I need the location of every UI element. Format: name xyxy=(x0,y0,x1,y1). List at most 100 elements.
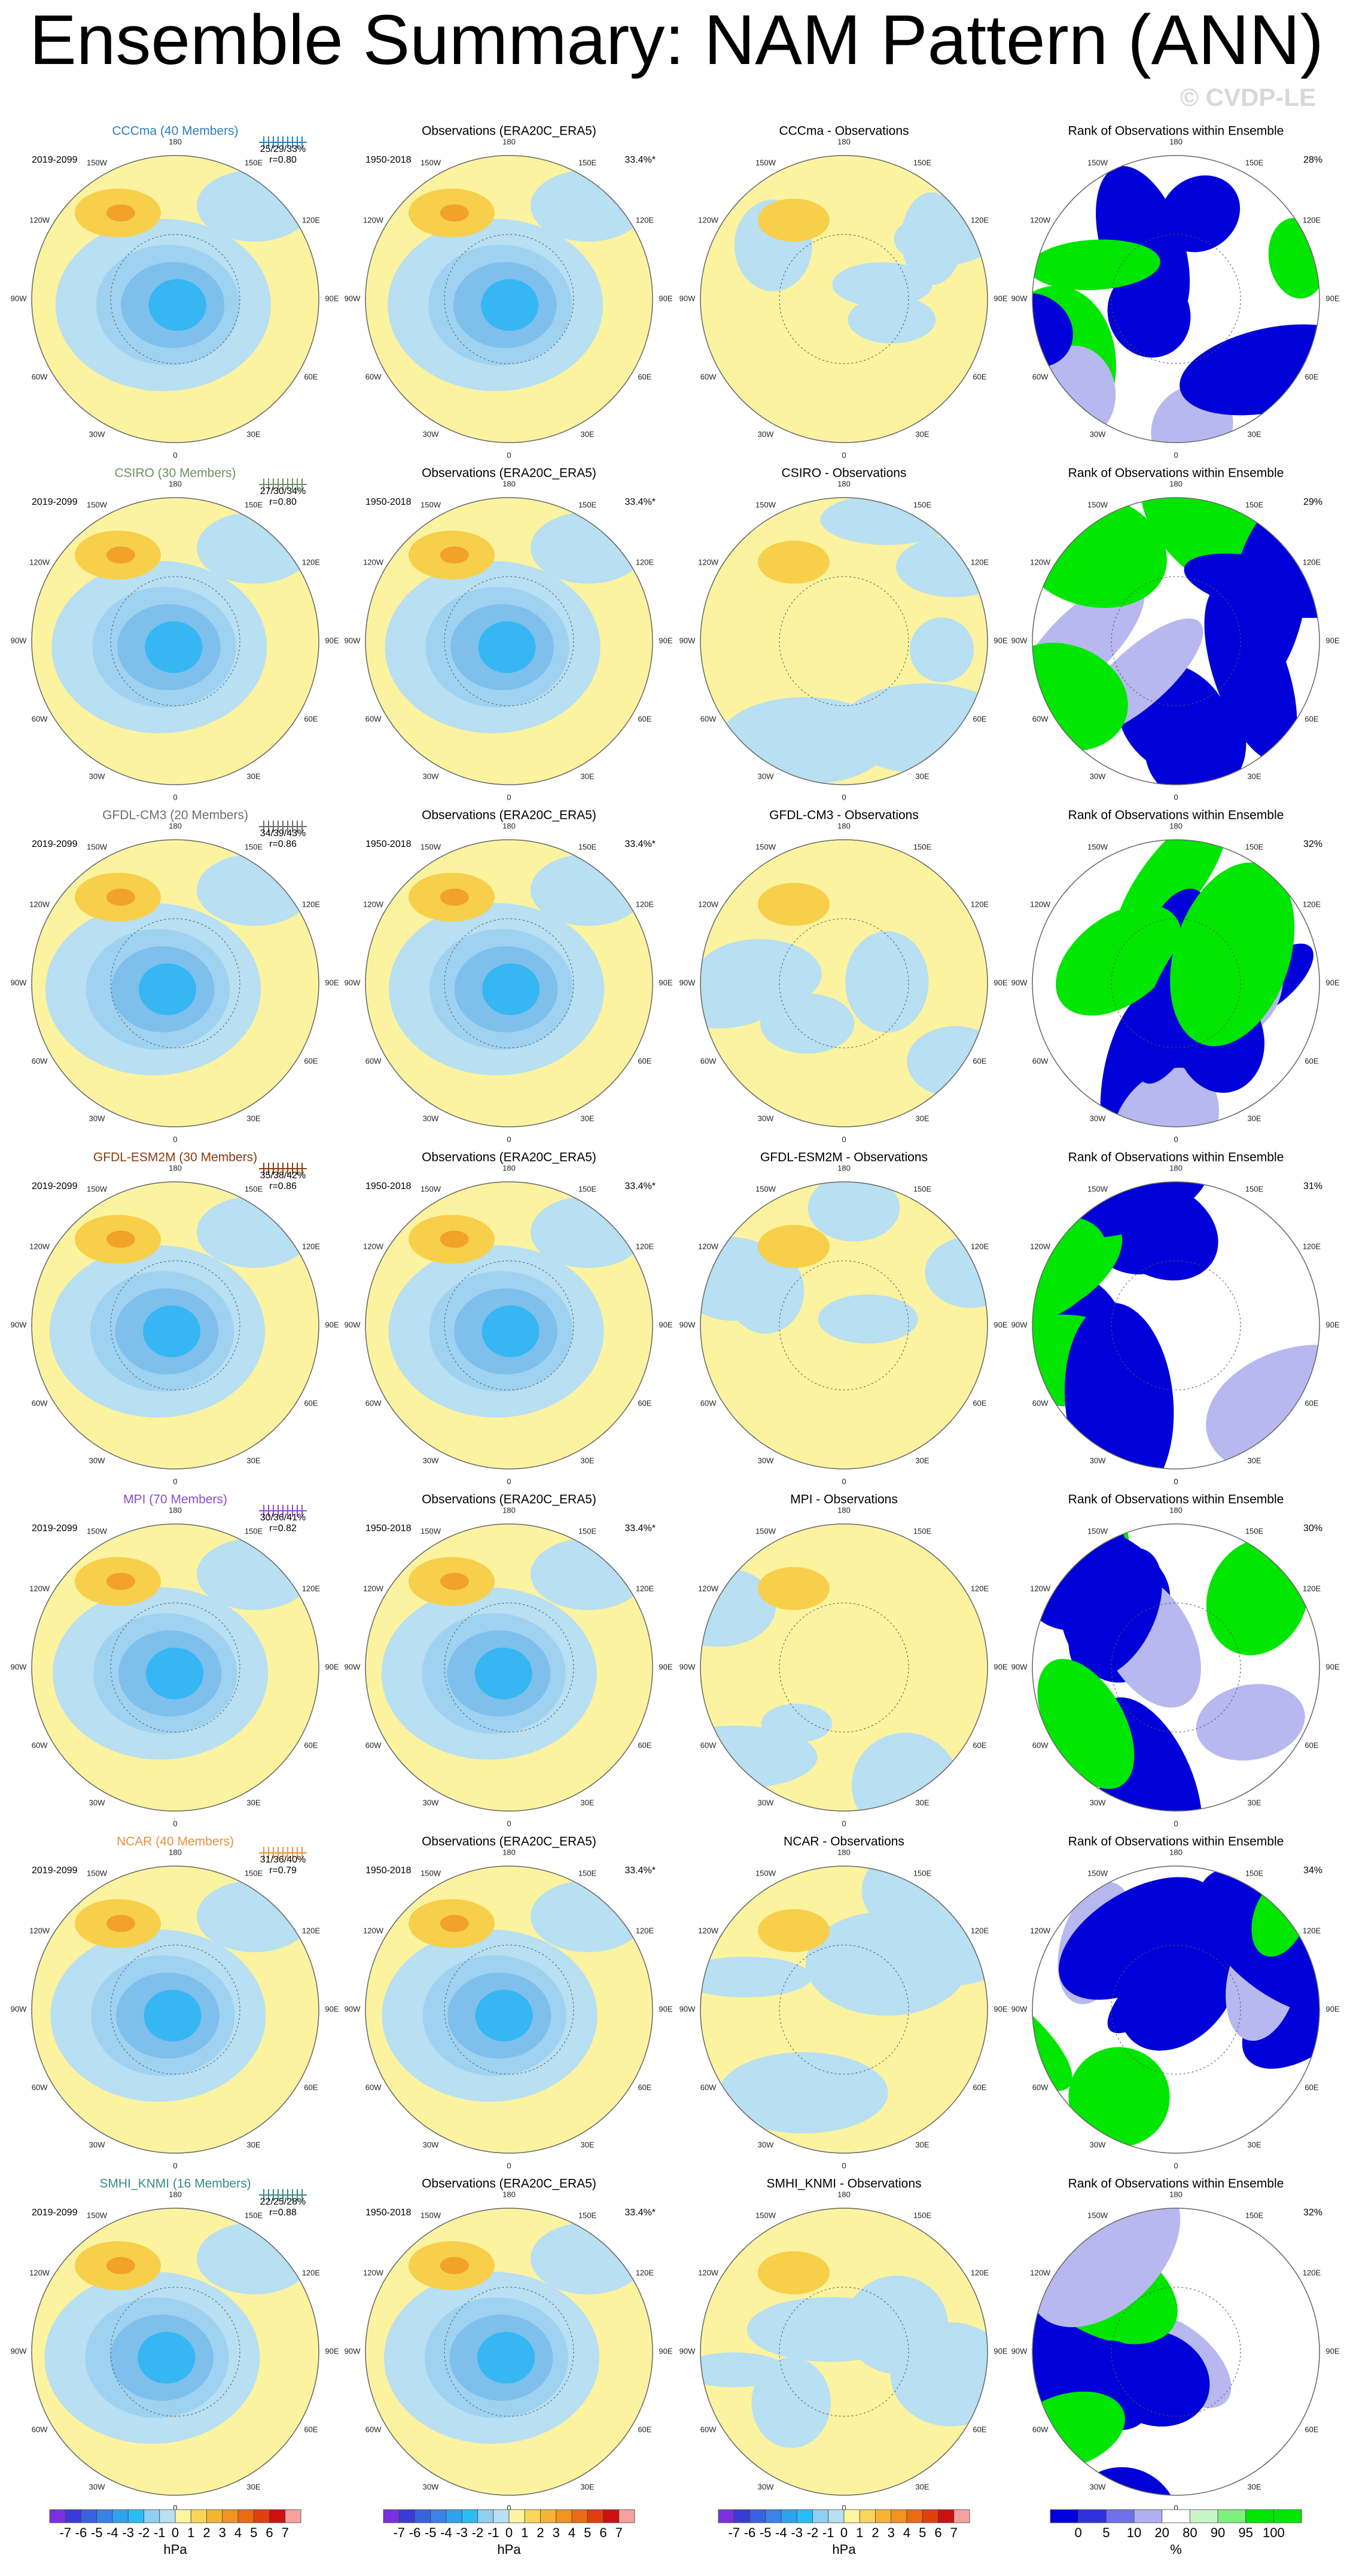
obs-title: Observations (ERA20C_ERA5) xyxy=(422,809,596,822)
negative-diff xyxy=(907,1026,988,1098)
longitude-label: 180 xyxy=(837,1163,851,1172)
rank-region xyxy=(1032,642,1128,751)
longitude-label: 120W xyxy=(1030,1926,1051,1935)
longitude-label: 90E xyxy=(659,2346,672,2355)
longitude-label: 90E xyxy=(659,1662,672,1671)
longitude-label: 120W xyxy=(363,1584,384,1593)
longitude-label: 120E xyxy=(971,1926,989,1935)
longitude-label: 180 xyxy=(837,2190,851,2199)
longitude-label: 120W xyxy=(363,215,384,224)
low-pressure xyxy=(478,621,536,673)
longitude-label: 120W xyxy=(29,557,50,566)
longitude-label: 60E xyxy=(304,1056,318,1065)
rank-region xyxy=(1170,862,1295,1047)
colorbar-label: -5 xyxy=(425,2525,437,2540)
longitude-label: 150E xyxy=(913,501,932,510)
map xyxy=(700,2208,988,2495)
longitude-label: 150W xyxy=(87,843,108,852)
period: 2019-2099 xyxy=(32,2208,78,2218)
low-pressure xyxy=(144,1989,202,2042)
model-title: CCCma (40 Members) xyxy=(112,124,238,138)
longitude-label: 0 xyxy=(173,2161,177,2170)
longitude-label: 0 xyxy=(1174,1135,1178,1144)
longitude-label: 90W xyxy=(679,1320,696,1329)
longitude-label: 0 xyxy=(173,2503,177,2512)
longitude-label: 0 xyxy=(507,1135,511,1144)
map xyxy=(32,156,319,443)
longitude-label: 0 xyxy=(507,2503,511,2512)
longitude-label: 30E xyxy=(915,2140,929,2149)
colorbar-box xyxy=(49,2509,66,2523)
colorbar-label: 80 xyxy=(1183,2525,1197,2540)
longitude-label: 0 xyxy=(1174,450,1178,459)
longitude-label: 90W xyxy=(345,294,361,303)
latitude-circle xyxy=(444,576,574,706)
longitude-label: 150E xyxy=(578,1185,597,1194)
longitude-label: 150E xyxy=(1245,2211,1264,2220)
colorbar-label: 20 xyxy=(1154,2525,1169,2540)
negative-diff xyxy=(818,1294,918,1344)
longitude-label: 90W xyxy=(345,2004,361,2013)
colorbar-label: 1 xyxy=(521,2525,528,2540)
map-outline xyxy=(700,2208,988,2496)
diff-title: GFDL-ESM2M - Observations xyxy=(760,1151,928,1164)
longitude-label: 120W xyxy=(363,557,384,566)
longitude-label: 30E xyxy=(580,429,594,438)
colorbar-box xyxy=(1105,2509,1135,2523)
latitude-circle xyxy=(779,1944,909,2075)
longitude-label: 120E xyxy=(636,2268,654,2277)
map-outline xyxy=(1032,839,1320,1127)
spread: 31/36/40% xyxy=(260,1855,306,1865)
high-pressure xyxy=(440,204,469,222)
colorbar-unit: hPa xyxy=(832,2542,856,2557)
longitude-label: 30W xyxy=(1090,429,1106,438)
longitude-label: 150E xyxy=(913,1869,932,1878)
map xyxy=(700,498,988,785)
longitude-label: 90W xyxy=(345,636,361,645)
colorbar-box xyxy=(222,2509,239,2523)
map-outline xyxy=(365,1181,653,1470)
negative-diff xyxy=(807,1182,900,1242)
positive-diff xyxy=(758,199,830,242)
longitude-label: 120W xyxy=(698,557,719,566)
low-pressure xyxy=(531,854,645,926)
longitude-label: 150W xyxy=(755,2211,776,2220)
high-pressure xyxy=(106,2257,135,2275)
longitude-label: 180 xyxy=(502,479,516,488)
longitude-label: 60E xyxy=(638,714,651,723)
colorbar-box xyxy=(1189,2509,1218,2523)
map-outline xyxy=(700,1523,988,1812)
diff-title: CCCma - Observations xyxy=(779,124,909,138)
colorbar-unit: % xyxy=(1170,2542,1182,2557)
colorbar-box xyxy=(718,2509,735,2523)
longitude-label: 30E xyxy=(915,1114,929,1123)
longitude-label: 150W xyxy=(1087,1869,1108,1878)
colorbar-unit: hPa xyxy=(497,2542,521,2557)
colorbar-label: 3 xyxy=(219,2525,226,2540)
longitude-label: 120E xyxy=(1303,2268,1321,2277)
period: 2019-2099 xyxy=(32,155,78,165)
map-outline xyxy=(700,839,988,1127)
longitude-label: 60E xyxy=(973,1398,986,1407)
longitude-label: 90E xyxy=(1325,1662,1339,1671)
longitude-label: 30E xyxy=(246,1114,260,1123)
colorbar-box xyxy=(1133,2509,1163,2523)
colorbar-box xyxy=(828,2509,845,2523)
positive-diff xyxy=(758,883,830,926)
latitude-circle xyxy=(110,1944,240,2075)
longitude-label: 120W xyxy=(1030,2268,1051,2277)
colorbar-label: -6 xyxy=(744,2525,756,2540)
rank-region xyxy=(1107,1926,1224,2034)
colorbar-label: 90 xyxy=(1211,2525,1225,2540)
longitude-label: 60E xyxy=(973,372,986,381)
longitude-label: 30E xyxy=(915,1456,929,1465)
diff-title: SMHI_KNMI - Observations xyxy=(766,2177,921,2191)
low-pressure xyxy=(197,512,312,584)
longitude-label: 90W xyxy=(1011,2346,1028,2355)
colorbar-label: 1 xyxy=(856,2525,863,2540)
longitude-label: 150W xyxy=(87,1527,108,1536)
colorbar-box xyxy=(891,2509,907,2523)
longitude-label: 90W xyxy=(345,1320,361,1329)
longitude-label: 180 xyxy=(169,479,182,488)
map-outline xyxy=(31,2208,319,2496)
